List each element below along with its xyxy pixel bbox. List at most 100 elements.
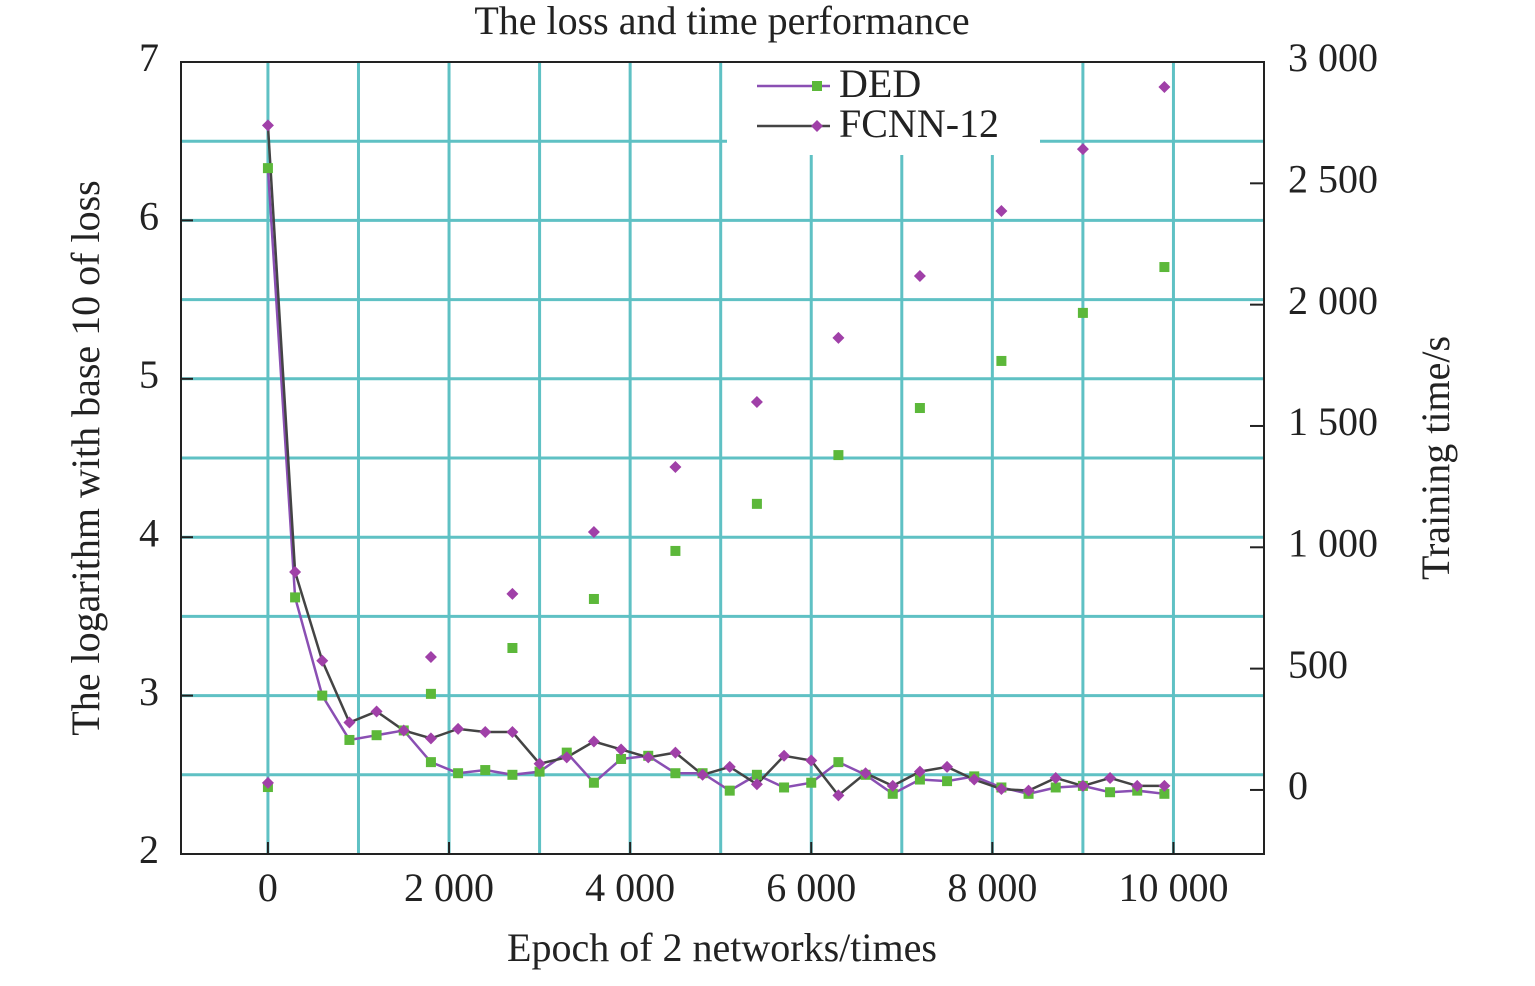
loss-point — [289, 566, 302, 579]
loss-point — [425, 757, 436, 768]
x-tick-label: 8 000 — [947, 865, 1037, 910]
loss-point — [534, 766, 545, 777]
loss-point — [751, 769, 762, 780]
loss-point — [424, 732, 437, 745]
loss-point — [832, 789, 845, 802]
loss-point — [942, 776, 953, 787]
loss-point — [616, 753, 627, 764]
loss-point — [370, 705, 383, 718]
x-tick-label: 6 000 — [766, 865, 856, 910]
time-point — [588, 593, 599, 604]
legend-marker — [812, 81, 822, 91]
loss-point — [1159, 788, 1170, 799]
loss-point — [615, 743, 628, 756]
time-point — [913, 270, 926, 283]
loss-point — [397, 724, 410, 737]
y2-axis-label: Training time/s — [1413, 336, 1458, 580]
y-tick-label: 6 — [139, 194, 159, 239]
loss-point — [506, 726, 519, 739]
y2-tick-label: 3 000 — [1288, 35, 1378, 80]
y2-tick-label: 1 000 — [1288, 520, 1378, 565]
time-point — [425, 688, 436, 699]
loss-point — [995, 783, 1008, 796]
loss-point — [887, 788, 898, 799]
y2-tick-label: 1 500 — [1288, 399, 1378, 444]
y-tick-label: 5 — [139, 352, 159, 397]
chart-title: The loss and time performance — [474, 0, 969, 43]
x-axis-label: Epoch of 2 networks/times — [507, 925, 937, 970]
x-tick-label: 10 000 — [1118, 865, 1228, 910]
loss-point — [670, 768, 681, 779]
loss-point — [859, 767, 872, 780]
time-point — [1158, 80, 1171, 93]
loss-point — [806, 777, 817, 788]
y-axis-label: The logarithm with base 10 of loss — [63, 180, 108, 735]
y2-tick-label: 500 — [1288, 642, 1348, 687]
loss-point — [587, 735, 600, 748]
time-point — [1159, 262, 1170, 273]
y2-tick-label: 0 — [1288, 763, 1308, 808]
time-point — [750, 395, 763, 408]
loss-point — [1022, 784, 1035, 797]
loss-point — [669, 746, 682, 759]
loss-point — [480, 765, 491, 776]
time-point — [832, 331, 845, 344]
loss-point — [1158, 779, 1171, 792]
time-point — [587, 526, 600, 539]
y-tick-label: 3 — [139, 669, 159, 714]
loss-point — [344, 734, 355, 745]
loss-point — [886, 779, 899, 792]
loss-point — [560, 751, 573, 764]
y-tick-label: 4 — [139, 510, 159, 555]
time-point — [261, 776, 274, 789]
line — [266, 168, 1165, 796]
loss-point — [750, 778, 763, 791]
loss-point — [290, 592, 301, 603]
legend-label: DED — [839, 61, 921, 106]
y2-tick-label: 2 500 — [1288, 156, 1378, 201]
x-tick-label: 0 — [258, 865, 278, 910]
loss-point — [642, 751, 655, 764]
time-point — [914, 403, 925, 414]
loss-point — [479, 726, 492, 739]
loss-point — [778, 749, 791, 762]
loss-point — [941, 760, 954, 773]
legend-marker — [811, 120, 823, 132]
loss-point — [1131, 779, 1144, 792]
y-tick-label: 2 — [139, 827, 159, 872]
loss-point — [724, 785, 735, 796]
legend-label: FCNN-12 — [839, 101, 999, 146]
plot-frame — [180, 61, 1265, 855]
loss-point — [343, 716, 356, 729]
loss-point — [507, 769, 518, 780]
loss-point — [1049, 771, 1062, 784]
time-point — [833, 450, 844, 461]
x-tick-label: 2 000 — [404, 865, 494, 910]
loss-point — [533, 757, 546, 770]
loss-point — [805, 754, 818, 767]
time-point — [669, 460, 682, 473]
loss-point — [1076, 779, 1089, 792]
loss-point — [914, 774, 925, 785]
time-point — [1077, 307, 1088, 318]
loss-point — [913, 765, 926, 778]
loss-point — [723, 760, 736, 773]
time-point — [506, 587, 519, 600]
y-tick-label: 7 — [139, 35, 159, 80]
loss-point — [317, 690, 328, 701]
loss-point — [261, 119, 274, 132]
time-point — [996, 355, 1007, 366]
loss-point — [1050, 782, 1061, 793]
x-tick-label: 4 000 — [585, 865, 675, 910]
loss-point — [833, 757, 844, 768]
line — [266, 125, 1165, 798]
loss-point — [968, 773, 981, 786]
loss-point — [1105, 787, 1116, 798]
loss-point — [779, 782, 790, 793]
loss-point — [262, 163, 273, 174]
loss-point — [452, 722, 465, 735]
loss-point — [588, 777, 599, 788]
time-point — [670, 545, 681, 556]
time-point — [424, 650, 437, 663]
